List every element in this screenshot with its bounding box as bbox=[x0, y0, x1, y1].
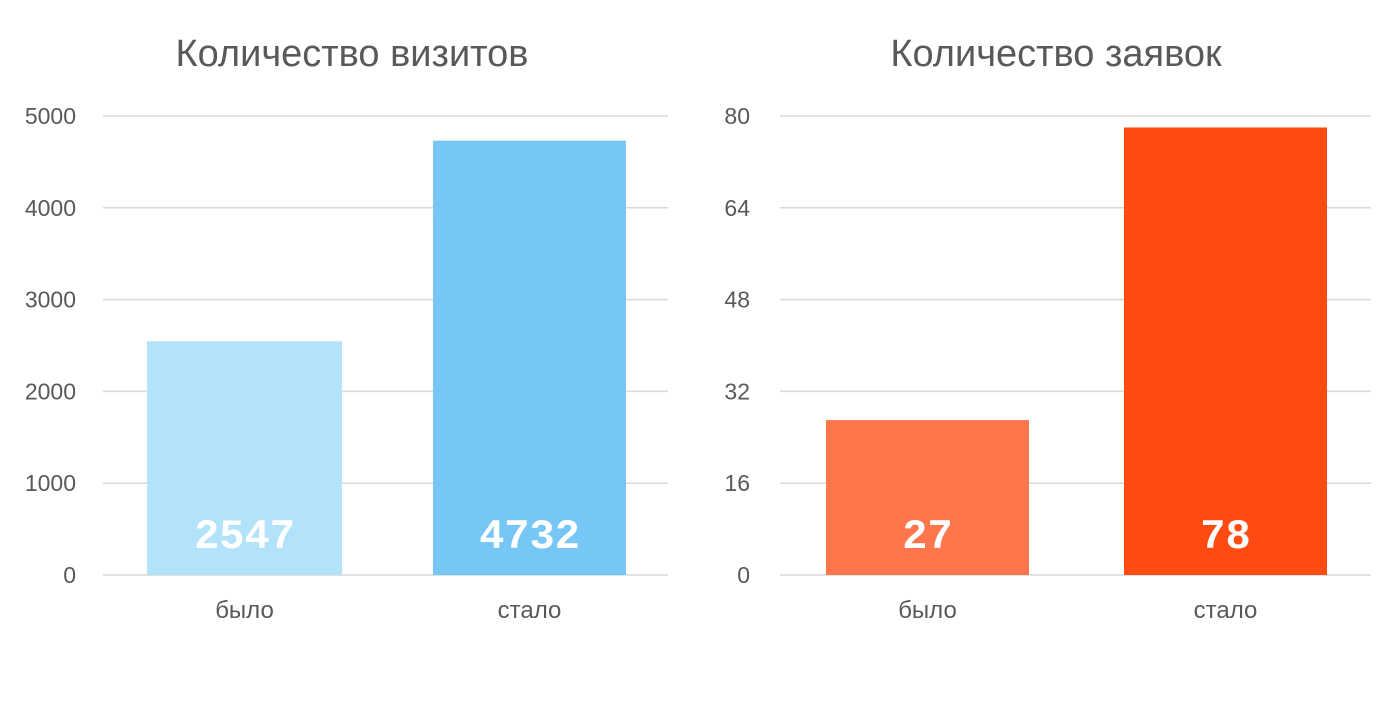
y-tick-label: 1000 bbox=[25, 470, 76, 496]
category-label: было bbox=[898, 597, 957, 624]
chart-title: Количество заявок bbox=[890, 33, 1222, 75]
bar-стало bbox=[433, 140, 626, 575]
chart-title: Количество визитов bbox=[176, 33, 529, 75]
y-tick-label: 32 bbox=[724, 378, 750, 404]
data-label: 78 bbox=[1200, 513, 1250, 561]
data-label: 2547 bbox=[194, 513, 295, 561]
y-tick-label: 64 bbox=[724, 195, 750, 221]
category-label: стало bbox=[1194, 597, 1258, 624]
data-label: 27 bbox=[902, 513, 952, 561]
bar-стало bbox=[1124, 127, 1327, 575]
y-tick-label: 2000 bbox=[25, 378, 76, 404]
y-tick-label: 80 bbox=[724, 103, 750, 129]
y-tick-label: 16 bbox=[724, 470, 750, 496]
y-tick-label: 5000 bbox=[25, 103, 76, 129]
data-label: 4732 bbox=[479, 513, 580, 561]
chart-2: Количество заявок 0 16 32 48 64 80 27 было 78 стал… bbox=[724, 33, 1371, 624]
category-label: стало bbox=[498, 597, 562, 624]
category-label: было bbox=[215, 597, 274, 624]
y-tick-label: 0 bbox=[63, 562, 76, 588]
y-tick-label: 4000 bbox=[25, 195, 76, 221]
bar-было bbox=[147, 341, 342, 575]
y-tick-label: 48 bbox=[724, 287, 750, 313]
bar-было bbox=[826, 420, 1029, 575]
y-tick-label: 0 bbox=[737, 562, 750, 588]
chart-1: Количество визитов 0 1000 2000 3000 4000 5000 2… bbox=[25, 33, 668, 624]
y-tick-label: 3000 bbox=[25, 287, 76, 313]
